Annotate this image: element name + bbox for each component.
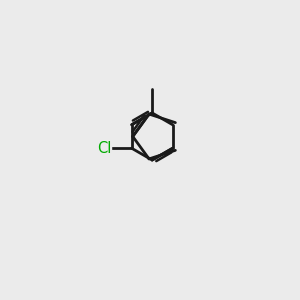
Text: Cl: Cl xyxy=(97,141,111,156)
